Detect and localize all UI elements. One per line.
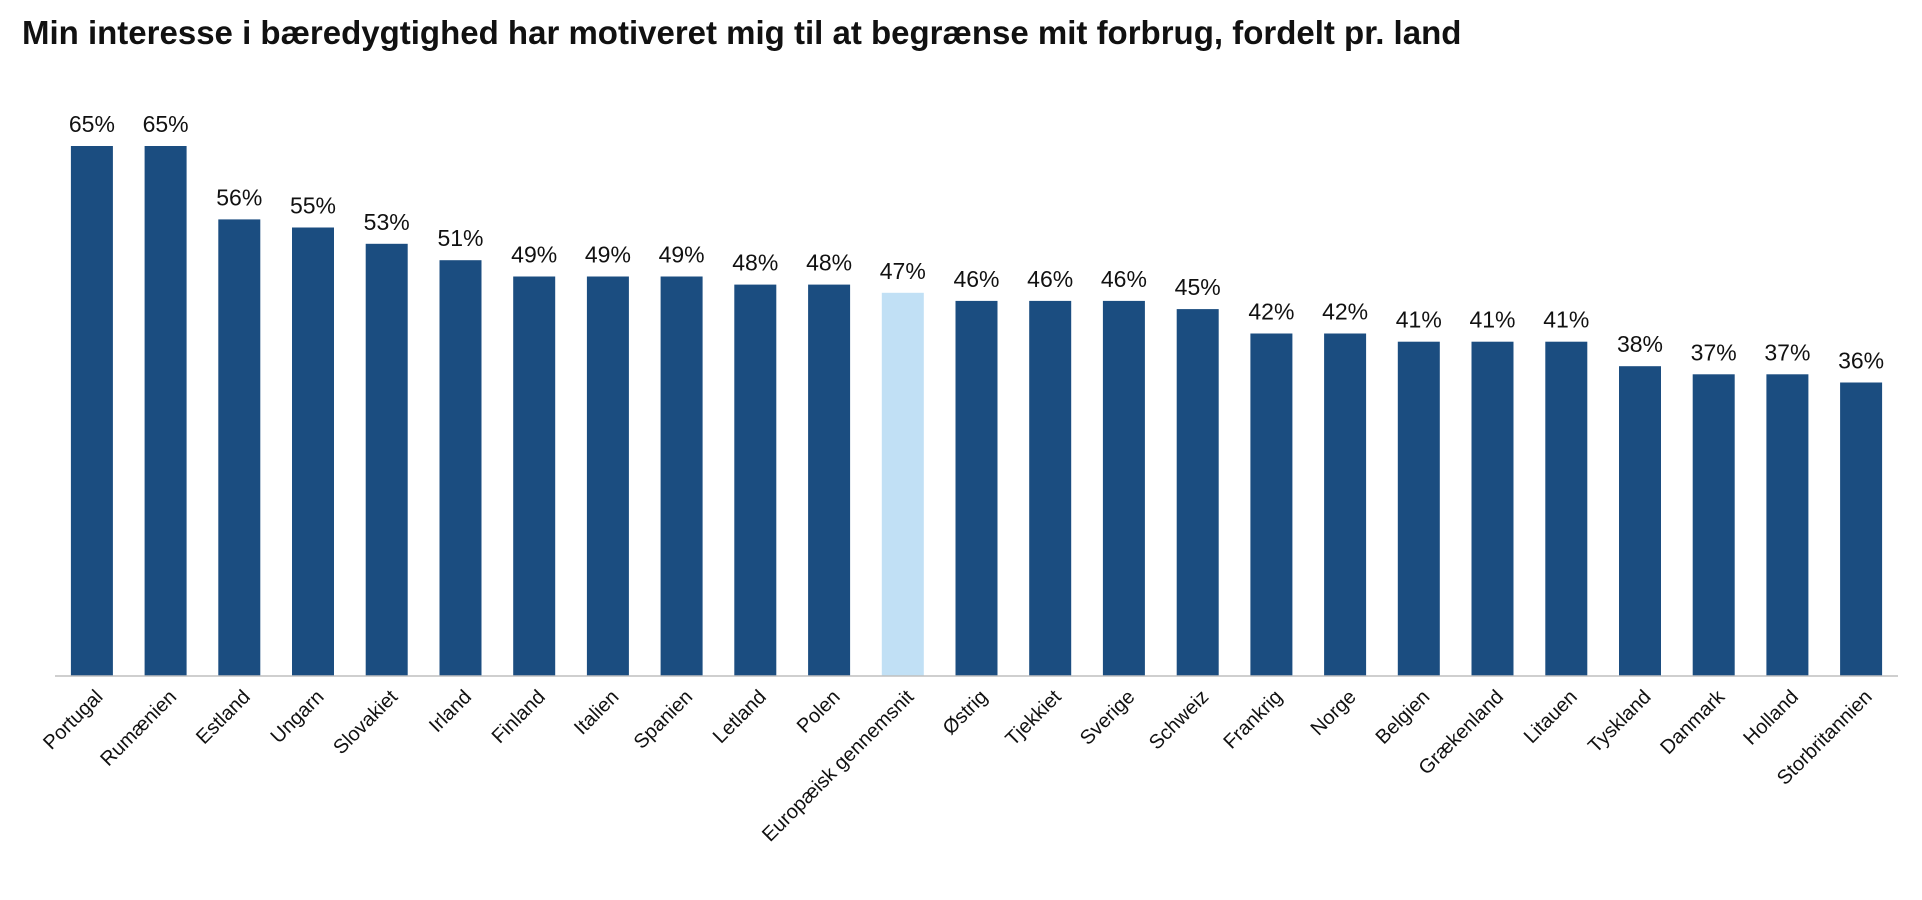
bar-finland: [513, 276, 556, 676]
category-label: Polen: [793, 686, 845, 738]
value-label: 38%: [1617, 331, 1663, 357]
category-label: Portugal: [39, 686, 107, 754]
bar-letland: [734, 284, 777, 676]
value-label: 42%: [1322, 299, 1368, 325]
value-label: 65%: [143, 111, 189, 137]
bar-frankrig: [1250, 333, 1293, 676]
bar-danmark: [1692, 374, 1735, 676]
category-label: Tyskland: [1584, 686, 1655, 757]
category-label: Rumænien: [96, 686, 181, 771]
value-label: 46%: [1101, 266, 1147, 292]
category-label: Frankrig: [1220, 686, 1287, 753]
value-label: 37%: [1764, 339, 1810, 365]
value-label: 56%: [216, 184, 262, 210]
value-label: 41%: [1469, 307, 1515, 333]
category-label: Holland: [1739, 686, 1803, 750]
value-label: 49%: [659, 242, 705, 268]
value-label: 49%: [585, 242, 631, 268]
bar-schweiz: [1176, 309, 1219, 676]
bar-sverige: [1102, 300, 1145, 676]
bar-tjekkiet: [1029, 300, 1072, 676]
bar-norge: [1324, 333, 1367, 676]
value-label: 55%: [290, 193, 336, 219]
category-label: Danmark: [1656, 685, 1730, 759]
value-label: 36%: [1838, 348, 1884, 374]
bar-tyskland: [1619, 366, 1661, 676]
value-label: 37%: [1691, 339, 1737, 365]
category-label: Norge: [1307, 686, 1361, 740]
value-label: 45%: [1175, 274, 1221, 300]
value-label: 46%: [953, 266, 999, 292]
bar-grækenland: [1471, 341, 1514, 676]
category-label: Europæisk gennemsnit: [758, 686, 919, 847]
bar-europæisk-gennemsnit: [881, 292, 924, 676]
bar-holland: [1766, 374, 1809, 676]
value-label: 46%: [1027, 266, 1073, 292]
category-label: Tjekkiet: [1001, 686, 1066, 751]
bar-litauen: [1545, 341, 1588, 676]
category-label: Letland: [709, 686, 771, 748]
bar-estland: [218, 219, 261, 676]
category-label: Sverige: [1076, 686, 1140, 750]
category-label: Italien: [570, 686, 623, 739]
bar-irland: [439, 260, 482, 676]
value-label: 41%: [1543, 307, 1589, 333]
value-label: 49%: [511, 242, 557, 268]
bar-rumænien: [144, 146, 187, 676]
value-label: 41%: [1396, 307, 1442, 333]
category-label: Irland: [425, 686, 476, 737]
bar-østrig: [955, 300, 998, 676]
category-label: Spanien: [630, 686, 697, 753]
bar-ungarn: [292, 227, 334, 676]
value-label: 65%: [69, 111, 115, 137]
bar-italien: [586, 276, 629, 676]
value-label: 53%: [364, 209, 410, 235]
category-label: Finland: [488, 686, 550, 748]
value-label: 47%: [880, 258, 926, 284]
category-label: Estland: [192, 686, 255, 749]
category-label: Belgien: [1372, 686, 1435, 749]
category-label: Østrig: [939, 686, 992, 739]
bar-storbritannien: [1840, 382, 1883, 676]
value-label: 42%: [1248, 299, 1294, 325]
bar-slovakiet: [365, 243, 408, 677]
category-label: Slovakiet: [329, 686, 402, 759]
bar-polen: [808, 284, 851, 676]
category-label: Litauen: [1520, 686, 1582, 748]
value-label: 51%: [437, 225, 483, 251]
value-label: 48%: [806, 250, 852, 276]
chart-title: Min interesse i bæredygtighed har motive…: [22, 14, 1462, 51]
category-label: Ungarn: [267, 686, 329, 748]
bar-belgien: [1397, 341, 1440, 676]
value-label: 48%: [732, 250, 778, 276]
category-label: Schweiz: [1145, 686, 1213, 754]
bar-spanien: [660, 276, 703, 676]
bar-portugal: [70, 146, 113, 676]
